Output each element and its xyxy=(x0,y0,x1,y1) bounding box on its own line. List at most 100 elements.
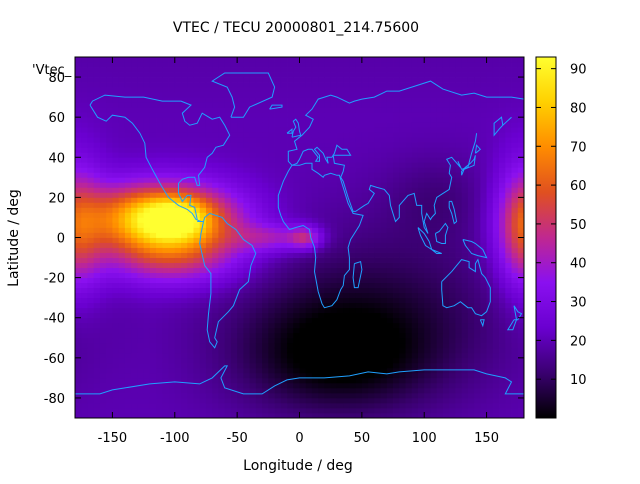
heatmap-cell xyxy=(280,337,288,344)
heatmap-cell xyxy=(181,402,188,409)
heatmap-cell xyxy=(486,387,494,394)
heatmap-cell xyxy=(349,92,357,98)
heatmap-cell xyxy=(299,137,307,143)
heatmap-cell xyxy=(118,262,126,268)
heatmap-cell xyxy=(224,357,232,364)
heatmap-cell xyxy=(343,82,350,88)
heatmap-cell xyxy=(299,147,307,153)
heatmap-cell xyxy=(305,202,313,208)
heatmap-cell xyxy=(293,317,300,324)
heatmap-cell xyxy=(243,252,251,258)
heatmap-cell xyxy=(424,272,431,279)
heatmap-cell xyxy=(124,212,132,218)
heatmap-cell xyxy=(156,72,163,78)
heatmap-cell xyxy=(436,97,444,103)
heatmap-cell xyxy=(87,212,95,218)
heatmap-cell xyxy=(99,142,107,148)
heatmap-cell xyxy=(318,367,325,374)
heatmap-cell xyxy=(87,197,95,203)
heatmap-cell xyxy=(393,257,400,263)
heatmap-cell xyxy=(349,142,357,148)
heatmap-cell xyxy=(424,242,431,248)
heatmap-cell xyxy=(212,187,219,193)
heatmap-cell xyxy=(405,57,413,63)
heatmap-cell xyxy=(336,392,344,399)
heatmap-cell xyxy=(156,202,163,208)
heatmap-cell xyxy=(349,202,357,208)
heatmap-cell xyxy=(455,312,463,319)
heatmap-cell xyxy=(380,142,388,148)
heatmap-cell xyxy=(237,62,244,68)
heatmap-cell xyxy=(230,177,238,183)
heatmap-cell xyxy=(118,72,126,78)
heatmap-cell xyxy=(499,347,506,354)
heatmap-cell xyxy=(218,382,226,389)
heatmap-cell xyxy=(368,262,375,268)
heatmap-cell xyxy=(299,192,307,198)
heatmap-cell xyxy=(293,352,300,359)
heatmap-cell xyxy=(324,332,332,339)
heatmap-cell xyxy=(168,237,176,243)
heatmap-cell xyxy=(349,312,357,319)
heatmap-cell xyxy=(455,132,463,138)
heatmap-cell xyxy=(218,157,226,163)
heatmap-cell xyxy=(93,412,101,419)
heatmap-cell xyxy=(149,302,157,309)
heatmap-cell xyxy=(486,242,494,248)
heatmap-cell xyxy=(156,177,163,183)
heatmap-cell xyxy=(411,322,419,329)
heatmap-cell xyxy=(262,92,269,98)
heatmap-cell xyxy=(81,342,88,349)
heatmap-cell xyxy=(368,162,375,168)
heatmap-cell xyxy=(380,312,388,319)
heatmap-cell xyxy=(156,102,163,108)
heatmap-cell xyxy=(436,402,444,409)
heatmap-cell xyxy=(455,147,463,153)
heatmap-cell xyxy=(230,97,238,103)
heatmap-cell xyxy=(417,397,425,404)
heatmap-cell xyxy=(330,247,338,253)
heatmap-cell xyxy=(255,157,263,163)
heatmap-cell xyxy=(112,162,120,168)
heatmap-cell xyxy=(330,367,338,374)
heatmap-cell xyxy=(349,232,357,238)
heatmap-cell xyxy=(280,92,288,98)
heatmap-cell xyxy=(461,247,469,253)
heatmap-cell xyxy=(268,242,275,248)
heatmap-cell xyxy=(106,352,113,359)
heatmap-cell xyxy=(162,362,169,369)
heatmap-cell xyxy=(168,337,176,344)
heatmap-cell xyxy=(287,337,294,344)
heatmap-cell xyxy=(187,182,194,188)
heatmap-cell xyxy=(505,317,512,324)
heatmap-cell xyxy=(93,292,101,299)
heatmap-cell xyxy=(393,152,400,158)
heatmap-cell xyxy=(355,197,363,203)
heatmap-cell xyxy=(361,267,369,273)
heatmap-cell xyxy=(343,282,350,289)
heatmap-cell xyxy=(181,282,188,289)
heatmap-cell xyxy=(424,227,431,233)
heatmap-cell xyxy=(87,402,95,409)
heatmap-cell xyxy=(212,352,219,359)
heatmap-cell xyxy=(199,227,207,233)
heatmap-cell xyxy=(474,197,481,203)
heatmap-cell xyxy=(461,412,469,419)
heatmap-cell xyxy=(262,272,269,279)
heatmap-cell xyxy=(124,157,132,163)
heatmap-cell xyxy=(87,387,95,394)
heatmap-cell xyxy=(81,87,88,93)
heatmap-cell xyxy=(268,277,275,284)
heatmap-cell xyxy=(118,377,126,384)
heatmap-cell xyxy=(305,222,313,228)
heatmap-cell xyxy=(274,152,282,158)
heatmap-cell xyxy=(230,397,238,404)
heatmap-cell xyxy=(249,302,257,309)
heatmap-cell xyxy=(380,72,388,78)
heatmap-cell xyxy=(124,72,132,78)
heatmap-cell xyxy=(249,322,257,329)
heatmap-cell xyxy=(330,62,338,68)
heatmap-cell xyxy=(386,147,394,153)
heatmap-cell xyxy=(486,257,494,263)
heatmap-cell xyxy=(474,232,481,238)
